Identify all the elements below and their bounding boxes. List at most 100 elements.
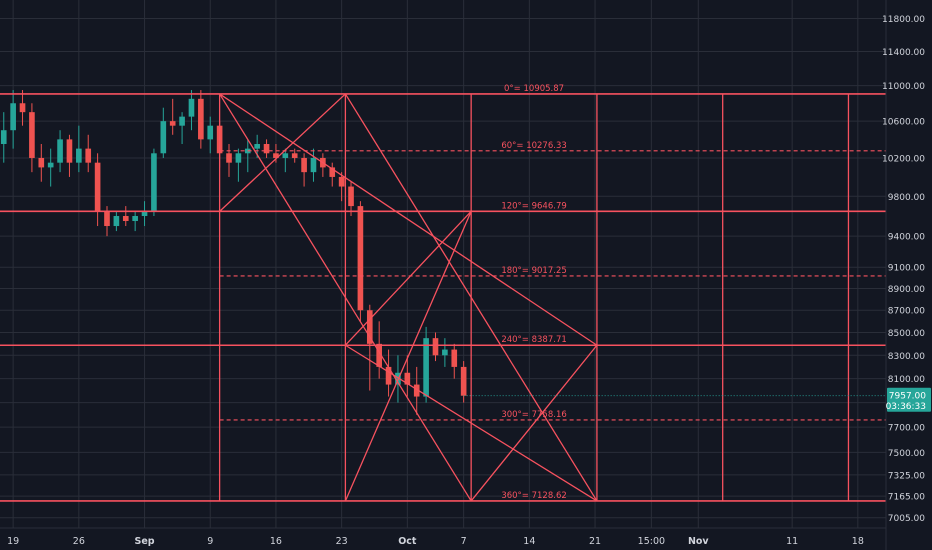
candle-body — [132, 216, 138, 222]
candle-body — [432, 338, 439, 356]
gann-diagonal-line — [219, 93, 472, 502]
y-tick-label: 7325.00 — [888, 471, 925, 481]
y-tick-label: 11000.00 — [882, 82, 925, 92]
gann-level-label: 240°= 8387.71 — [501, 335, 566, 345]
candle-body — [226, 153, 232, 163]
candle-body — [273, 153, 279, 158]
candle-body — [404, 372, 411, 385]
y-tick-label: 7165.00 — [888, 493, 925, 503]
candle-body — [57, 139, 63, 163]
candle-body — [329, 167, 336, 177]
y-tick-label: 11800.00 — [882, 15, 925, 25]
y-tick-label: 8500.00 — [888, 329, 925, 339]
candle-body — [113, 216, 120, 227]
candle-body — [122, 216, 129, 222]
last-price-countdown: 03:36:33 — [886, 402, 926, 412]
candle-body — [207, 125, 214, 140]
gann-box-overlay[interactable] — [0, 93, 886, 502]
candle-body — [301, 157, 307, 173]
gann-diagonal-line — [219, 93, 346, 212]
candlestick-series — [0, 90, 467, 415]
gann-level-label: 180°= 9017.25 — [501, 266, 566, 276]
x-tick-label: Nov — [688, 536, 709, 547]
candle-body — [179, 116, 185, 126]
y-tick-label: 7500.00 — [888, 449, 925, 459]
candle-body — [282, 153, 289, 158]
candle-body — [19, 103, 26, 113]
candle-body — [85, 148, 92, 163]
y-tick-label: 9400.00 — [888, 233, 925, 243]
candle-body — [310, 157, 317, 173]
gann-level-labels: 0°= 10905.87 60°= 10276.33 120°= 9646.79 18… — [501, 84, 566, 501]
candle-body — [38, 157, 45, 168]
x-tick-label: 11 — [786, 536, 798, 547]
x-tick-label: 7 — [461, 536, 467, 547]
candle-body — [29, 112, 35, 158]
candle-body — [0, 130, 7, 144]
candle-body — [385, 366, 392, 385]
candle-body — [235, 153, 242, 163]
gann-level-label: 300°= 7758.16 — [501, 410, 566, 420]
candle-body — [413, 384, 420, 397]
y-tick-label: 9100.00 — [888, 264, 925, 274]
candle-body — [442, 349, 448, 356]
candle-body — [291, 153, 298, 158]
y-tick-label: 8700.00 — [888, 307, 925, 317]
gann-diagonal-line — [344, 211, 472, 502]
x-tick-label: 19 — [7, 536, 19, 547]
y-tick-label: 7005.00 — [888, 514, 925, 524]
y-tick-label: 11400.00 — [882, 48, 925, 58]
x-tick-label: 14 — [523, 536, 535, 547]
y-tick-label: 8300.00 — [888, 352, 925, 362]
candle-body — [94, 162, 101, 212]
x-tick-label: 26 — [73, 536, 85, 547]
candle-body — [76, 148, 82, 163]
y-tick-label: 8100.00 — [888, 375, 925, 385]
candle-body — [169, 121, 176, 126]
candle-body — [423, 338, 429, 397]
candle-body — [348, 186, 354, 207]
candle-body — [47, 162, 54, 168]
x-tick-label: 15:00 — [638, 536, 665, 547]
candle-body — [460, 366, 467, 396]
candle-body — [357, 206, 364, 311]
y-tick-label: 9800.00 — [888, 193, 925, 203]
candle-body — [376, 343, 382, 367]
gann-level-label: 360°= 7128.62 — [501, 491, 566, 501]
gann-level-label: 60°= 10276.33 — [501, 141, 566, 151]
last-price-tag-box — [887, 387, 931, 412]
y-tick-label: 7700.00 — [888, 424, 925, 434]
x-tick-label: 18 — [852, 536, 864, 547]
candle-body — [263, 143, 270, 154]
candle-body — [10, 103, 16, 131]
x-tick-label: Oct — [398, 536, 417, 547]
gann-diagonal-line — [470, 344, 598, 502]
candle-body — [151, 153, 157, 212]
y-tick-label: 10200.00 — [882, 154, 925, 164]
gann-diagonal-line — [345, 344, 598, 502]
candle-body — [198, 98, 204, 140]
gann-level-label: 120°= 9646.79 — [501, 201, 566, 211]
candle-body — [338, 176, 345, 187]
y-tick-label: 10600.00 — [882, 118, 925, 128]
x-axis[interactable]: 19 26 Sep 9 16 23 Oct 7 14 21 15:00 Nov 11 18 — [0, 527, 886, 547]
candle-body — [366, 310, 373, 344]
candle-body — [188, 98, 195, 117]
candle-body — [66, 139, 73, 163]
last-price-value: 7957.00 — [889, 392, 926, 402]
x-tick-label: 23 — [336, 536, 348, 547]
gann-level-label: 0°= 10905.87 — [504, 84, 564, 94]
candle-body — [254, 143, 260, 149]
candle-body — [141, 211, 148, 217]
gann-diagonal-line — [219, 93, 598, 346]
candle-body — [451, 349, 458, 367]
x-tick-label: Sep — [134, 536, 154, 547]
x-tick-label: 16 — [270, 536, 282, 547]
candle-body — [160, 121, 167, 154]
x-tick-label: 9 — [207, 536, 213, 547]
candle-body — [104, 211, 110, 227]
gann-diagonal-line — [344, 210, 472, 346]
